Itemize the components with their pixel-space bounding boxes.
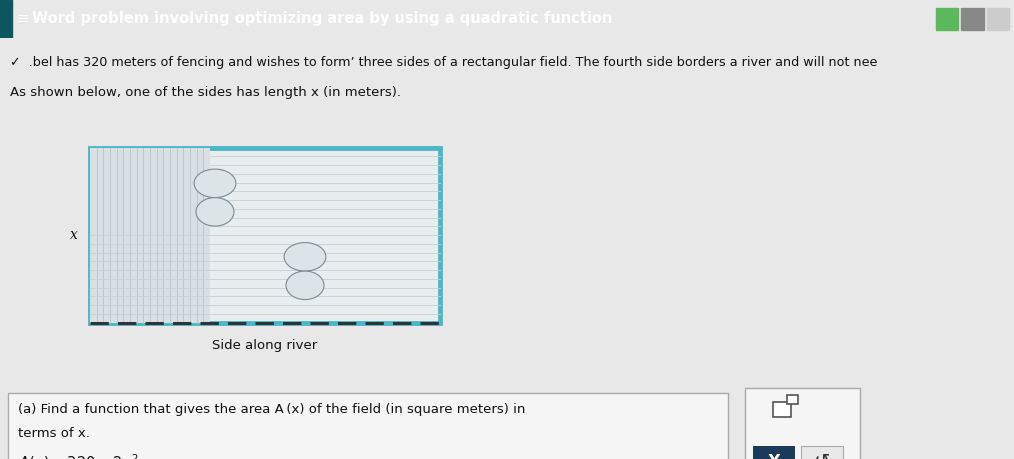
Text: x: x: [70, 228, 78, 242]
Bar: [745, 388, 860, 459]
Text: ↺: ↺: [814, 452, 830, 459]
Bar: [936, 7, 958, 30]
Text: (a) Find a function that gives the area A (x) of the field (in square meters) in: (a) Find a function that gives the area …: [18, 403, 525, 416]
Text: ≡: ≡: [16, 11, 29, 26]
Ellipse shape: [196, 197, 234, 226]
Text: Side along river: Side along river: [212, 339, 317, 352]
Bar: [773, 402, 791, 417]
Text: X: X: [768, 453, 781, 459]
Text: terms of x.: terms of x.: [18, 426, 90, 440]
Bar: [0, 0, 12, 38]
Text: As shown below, one of the sides has length x (in meters).: As shown below, one of the sides has len…: [10, 86, 401, 99]
Bar: [987, 7, 1009, 30]
Bar: [961, 7, 984, 30]
Bar: [90, 148, 440, 323]
Text: $A\left(x\right) = 320 - 2x^{2}$: $A\left(x\right) = 320 - 2x^{2}$: [18, 453, 139, 459]
Bar: [90, 148, 210, 323]
Ellipse shape: [284, 243, 325, 271]
Bar: [753, 446, 795, 459]
Text: ✓  .bel has 320 meters of fencing and wishes to formʼ three sides of a rectangul: ✓ .bel has 320 meters of fencing and wis…: [10, 56, 877, 69]
Text: Word problem involving optimizing area by using a quadratic function: Word problem involving optimizing area b…: [32, 11, 612, 26]
Bar: [787, 395, 798, 403]
Bar: [801, 446, 843, 459]
Bar: [8, 392, 728, 459]
Ellipse shape: [194, 169, 236, 197]
Ellipse shape: [286, 271, 324, 300]
